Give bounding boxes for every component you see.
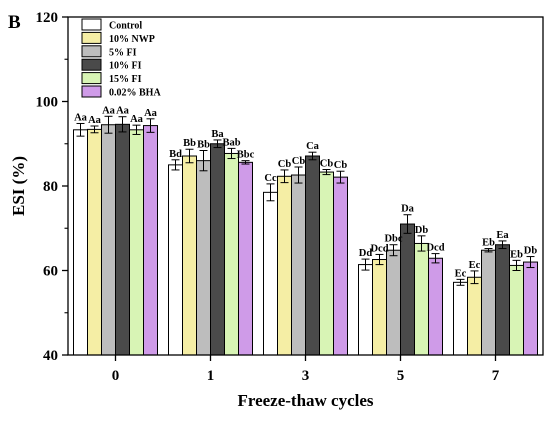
- bar: [414, 242, 429, 356]
- significance-label: Eb: [510, 249, 523, 260]
- bar: [386, 249, 401, 356]
- significance-label: Bb: [197, 140, 210, 151]
- x-axis-ticks: 0 1 3 5 7: [112, 355, 500, 384]
- bar: [333, 176, 348, 356]
- x-tick-label: 7: [492, 368, 500, 384]
- bar: [372, 259, 387, 356]
- y-tick-label: 80: [43, 179, 58, 195]
- significance-label: Da: [401, 204, 415, 215]
- bar: [291, 174, 306, 356]
- significance-label: Eb: [482, 238, 495, 249]
- significance-label: Cb: [292, 156, 306, 167]
- bars-group: [73, 123, 538, 356]
- significance-label: Aa: [88, 115, 102, 126]
- bar: [263, 191, 278, 356]
- bar: [238, 161, 253, 356]
- bar: [523, 261, 538, 356]
- legend-label: 0.02% BHA: [109, 88, 161, 99]
- significance-label: Cb: [278, 159, 292, 170]
- bar: [129, 129, 144, 356]
- legend-label: 10% FI: [109, 61, 142, 72]
- legend-label: Control: [109, 21, 142, 32]
- x-tick-label: 5: [397, 368, 405, 384]
- legend-swatch: [81, 18, 102, 31]
- x-tick-label: 1: [207, 368, 215, 384]
- significance-label: Ca: [306, 141, 320, 152]
- significance-label: Aa: [102, 105, 116, 116]
- significance-label: Ec: [469, 260, 481, 271]
- legend-swatch: [81, 72, 102, 85]
- bar: [277, 175, 292, 356]
- legend: Control 10% NWP 5% FI 10% FI 15% FI 0.02% BHA: [81, 18, 161, 99]
- significance-label: Ba: [211, 129, 224, 140]
- bar: [495, 244, 510, 356]
- bar: [509, 264, 524, 356]
- significance-label: Aa: [74, 112, 88, 123]
- significance-label: Dcd: [370, 243, 388, 254]
- bar: [182, 155, 197, 356]
- y-tick-label: 60: [43, 264, 58, 280]
- significance-label: Cb: [320, 159, 334, 170]
- legend-label: 15% FI: [109, 74, 142, 85]
- bar: [196, 160, 211, 356]
- bar: [87, 128, 102, 356]
- significance-label: Db: [415, 225, 429, 236]
- significance-label: Dcd: [426, 243, 444, 254]
- legend-label: 10% NWP: [109, 34, 155, 45]
- bar: [305, 155, 320, 356]
- significance-label: Ea: [496, 230, 509, 241]
- bar: [210, 143, 225, 356]
- bar: [224, 152, 239, 356]
- significance-label: Bab: [222, 137, 240, 148]
- significance-label: Cb: [334, 160, 348, 171]
- bar: [168, 164, 183, 356]
- error-bars-group: [76, 115, 535, 286]
- x-tick-label: 0: [112, 368, 120, 384]
- bar: [319, 171, 334, 356]
- significance-label: Dbc: [384, 234, 402, 245]
- significance-label: Bd: [169, 149, 182, 160]
- bar: [143, 125, 158, 356]
- bar: [101, 124, 116, 356]
- y-tick-label: 40: [43, 348, 58, 364]
- y-axis-ticks: 40 60 80 100 120: [36, 10, 68, 364]
- bar: [115, 123, 130, 356]
- bar: [358, 264, 373, 356]
- legend-swatch: [81, 58, 102, 71]
- significance-label: Bb: [183, 138, 196, 149]
- bar: [428, 257, 443, 356]
- bar: [400, 223, 415, 356]
- y-tick-label: 100: [36, 95, 59, 111]
- significance-label: Aa: [116, 106, 130, 117]
- significance-label: Db: [524, 246, 538, 257]
- significance-label: Ec: [455, 268, 467, 279]
- bar: [453, 281, 468, 356]
- y-tick-label: 120: [36, 10, 59, 26]
- significance-label: Aa: [144, 108, 158, 119]
- legend-swatch: [81, 31, 102, 44]
- y-axis-title: ESI (%): [9, 156, 28, 216]
- panel-label: B: [8, 12, 21, 33]
- bar: [73, 129, 88, 356]
- significance-label: Aa: [130, 114, 144, 125]
- significance-label: Dd: [359, 248, 373, 259]
- x-axis-title: Freeze-thaw cycles: [237, 391, 373, 410]
- significance-label: Cc: [264, 173, 277, 184]
- bar: [467, 276, 482, 356]
- bar: [481, 249, 496, 356]
- legend-label: 5% FI: [109, 47, 137, 58]
- significance-label: Bbc: [237, 150, 255, 161]
- legend-swatch: [81, 45, 102, 58]
- legend-swatch: [81, 85, 102, 98]
- x-tick-label: 3: [302, 368, 310, 384]
